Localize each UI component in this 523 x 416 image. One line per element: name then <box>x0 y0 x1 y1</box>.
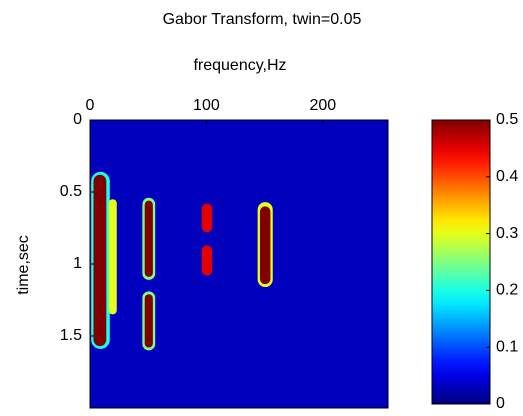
colorbar-tick-label: 0.2 <box>496 282 518 299</box>
heat-blob <box>259 206 271 285</box>
colorbar-tick-label: 0.4 <box>496 168 518 185</box>
heat-blob <box>108 199 117 315</box>
colorbar-tick-label: 0 <box>496 395 505 412</box>
chart-title: Gabor Transform, twin=0.05 <box>163 11 362 28</box>
colorbar-tick-label: 0.3 <box>496 225 518 242</box>
y-tick-label: 0 <box>73 111 82 128</box>
heatmap-background <box>90 120 388 408</box>
y-tick-label: 1.5 <box>60 327 82 344</box>
y-axis-label: time,sec <box>15 235 32 295</box>
heat-blob <box>144 200 153 277</box>
colorbar-tick-label: 0.1 <box>496 338 518 355</box>
heat-blob <box>201 203 213 233</box>
x-tick-label: 200 <box>309 97 336 114</box>
heat-blob <box>144 294 153 348</box>
heat-blob <box>93 174 107 347</box>
y-tick-label: 1 <box>73 255 82 272</box>
colorbar-tick-label: 0.5 <box>496 111 518 128</box>
colorbar <box>431 119 491 405</box>
x-tick-label: 100 <box>193 97 220 114</box>
x-tick-label: 0 <box>86 97 95 114</box>
heat-blob <box>201 245 213 276</box>
y-tick-label: 0.5 <box>60 183 82 200</box>
x-axis-label: frequency,Hz <box>193 57 286 74</box>
